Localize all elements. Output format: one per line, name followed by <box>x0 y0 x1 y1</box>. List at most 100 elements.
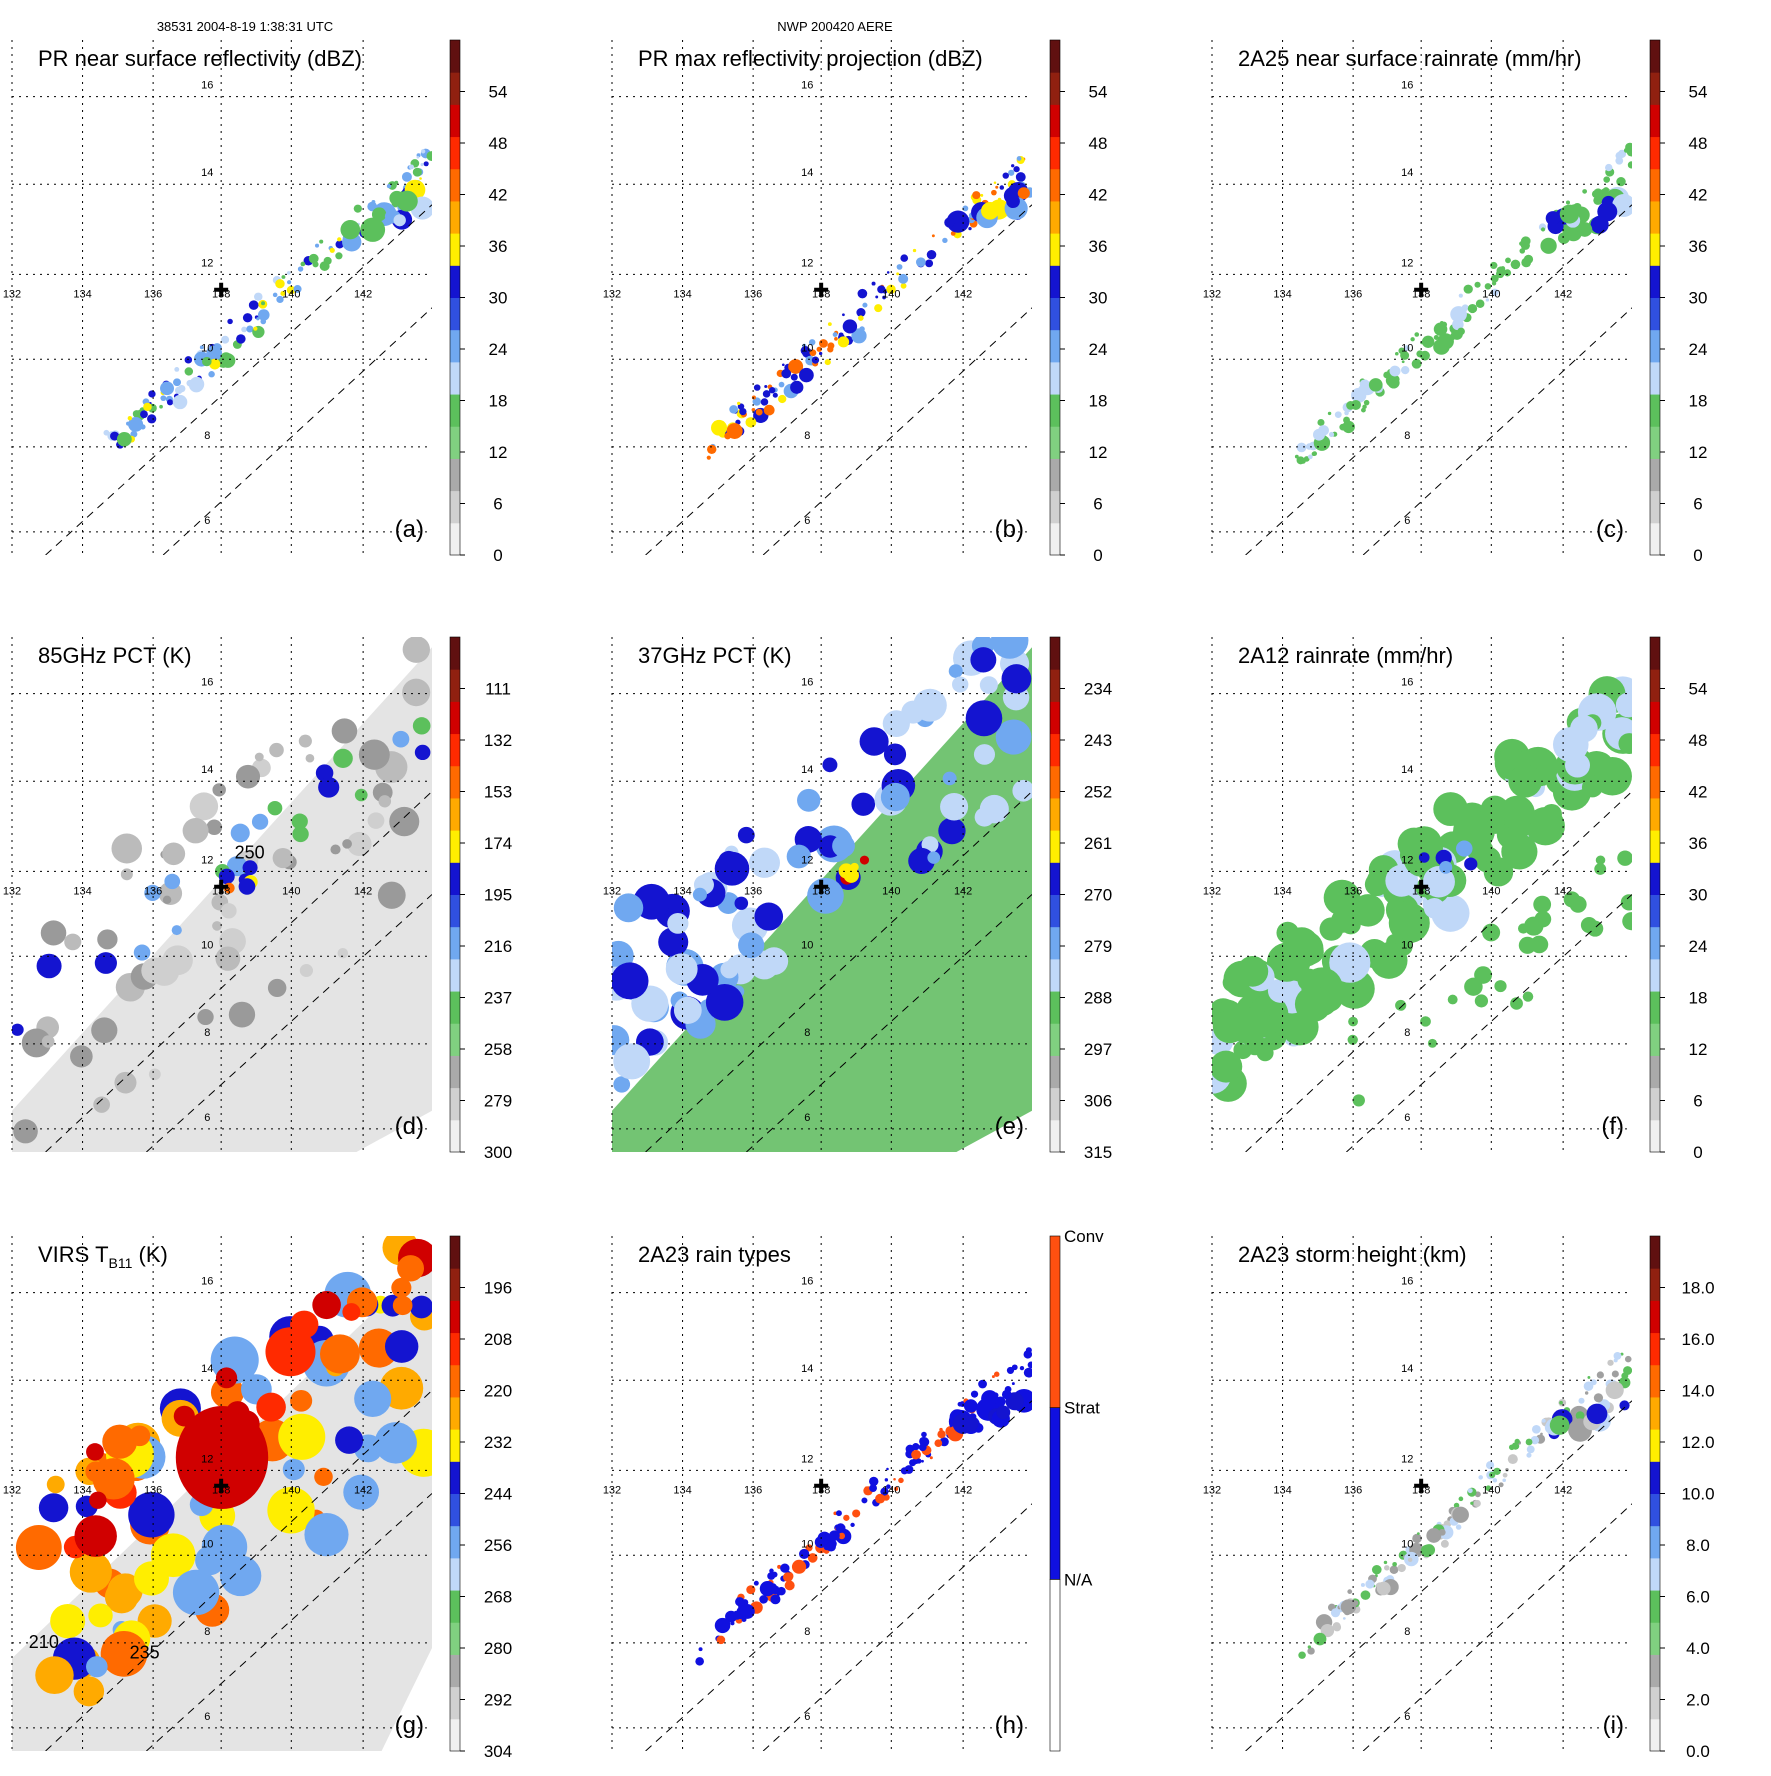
colorbar-label: 220 <box>484 1382 512 1401</box>
data-layer <box>1245 142 1632 555</box>
panel-letter: (b) <box>995 516 1024 543</box>
tb-field <box>97 929 118 950</box>
echo <box>729 405 738 414</box>
echo <box>900 282 907 289</box>
lat-tick-label: 14 <box>1401 764 1413 776</box>
echo-cluster-ne <box>371 207 387 222</box>
tb-field <box>822 757 838 773</box>
tb-depression <box>292 826 309 843</box>
tb-core <box>242 860 258 876</box>
echo <box>1621 151 1626 156</box>
colorbar-label: 18 <box>489 392 508 411</box>
cold-cloud <box>290 1310 319 1339</box>
echo <box>281 275 286 279</box>
data-layer <box>1245 1352 1632 1751</box>
colorbar-segment <box>450 329 460 363</box>
colorbar-label: 174 <box>484 834 512 853</box>
panel-letter: (a) <box>395 516 424 543</box>
tb-field <box>667 913 689 934</box>
echo <box>1416 350 1424 358</box>
echo <box>916 1458 922 1464</box>
cloud-top <box>290 1389 313 1412</box>
cloud-top <box>35 1656 74 1695</box>
lat-tick-label: 10 <box>801 342 813 354</box>
colorbar-segment <box>1650 797 1660 831</box>
panel-e: 132134136138140142681012141637GHz PCT (K… <box>603 636 1112 1162</box>
colorbar-label: 30 <box>489 289 508 308</box>
echo-cluster <box>116 431 132 447</box>
echo <box>919 1437 930 1447</box>
echo <box>184 356 193 364</box>
echo <box>416 155 420 159</box>
swath-edge <box>1245 204 1632 555</box>
colorbar-segment <box>1650 136 1660 170</box>
colorbar-label: 24 <box>1689 340 1708 359</box>
tb-depression <box>318 776 340 798</box>
panel-letter: (d) <box>395 1113 424 1140</box>
tb-field <box>913 688 947 722</box>
colorbar-segment <box>1650 669 1660 702</box>
colorbar-label: 18 <box>1689 989 1708 1008</box>
echo <box>752 397 762 406</box>
lat-tick-label: 6 <box>204 515 210 527</box>
echo <box>1507 1454 1518 1465</box>
lat-tick-label: 6 <box>804 1112 810 1124</box>
tb-field <box>331 718 358 744</box>
colorbar-segment <box>1650 1557 1660 1591</box>
echo <box>236 334 246 344</box>
echo <box>1416 1532 1420 1535</box>
echo <box>900 254 909 262</box>
echo <box>1495 271 1501 276</box>
echo-cluster <box>759 1595 768 1604</box>
colorbar-label: 18.0 <box>1681 1279 1714 1298</box>
colorbar-segment <box>1050 926 1060 960</box>
colorbar-segment <box>1050 1023 1060 1056</box>
echo <box>420 149 426 154</box>
colorbar-segment <box>450 1461 460 1494</box>
tb-field <box>93 1096 110 1113</box>
echo <box>1627 161 1632 169</box>
colorbar-segment <box>450 958 460 992</box>
data-layer <box>612 637 1032 1152</box>
lon-tick-label: 134 <box>73 289 91 301</box>
colorbar-label: 306 <box>1084 1092 1112 1111</box>
swath-edge <box>762 307 1032 555</box>
colorbar-segment <box>1650 894 1660 928</box>
rain-cell <box>1474 994 1489 1008</box>
storm-center-marker <box>814 282 829 297</box>
echo <box>862 302 868 308</box>
swath-edge <box>762 1503 1032 1751</box>
tb-field <box>254 752 264 762</box>
echo-cluster <box>202 356 212 367</box>
colorbar-segment <box>450 991 460 1024</box>
colorbar-label: 12 <box>1689 1040 1708 1059</box>
lat-tick-label: 8 <box>1404 1027 1410 1039</box>
echo <box>293 285 302 294</box>
echo <box>995 185 999 189</box>
echo <box>426 151 432 161</box>
echo <box>1383 1560 1388 1565</box>
echo <box>1474 281 1481 288</box>
lon-tick-label: 132 <box>3 289 21 301</box>
colorbar-segment <box>450 701 460 735</box>
echo <box>1540 1432 1543 1436</box>
echo <box>835 1510 842 1517</box>
lon-tick-label: 140 <box>282 289 300 301</box>
echo-cluster <box>1401 366 1410 375</box>
echo <box>1493 1467 1501 1476</box>
colorbar-segment <box>1650 637 1660 670</box>
lon-tick-label: 132 <box>3 1485 21 1497</box>
echo-cluster <box>799 367 814 383</box>
tb-field <box>1001 664 1032 694</box>
echo <box>706 455 711 460</box>
colorbar-label: Conv <box>1064 1227 1104 1246</box>
colorbar-label: 297 <box>1084 1040 1112 1059</box>
tb-field <box>990 637 1029 659</box>
lon-tick-label: 136 <box>1344 1485 1362 1497</box>
lat-tick-label: 12 <box>1401 257 1413 269</box>
echo <box>780 1563 790 1573</box>
colorbar-segment <box>450 765 460 799</box>
colorbar-segment <box>1050 733 1060 767</box>
colorbar-label: 0 <box>1093 546 1102 565</box>
echo <box>921 1431 927 1438</box>
